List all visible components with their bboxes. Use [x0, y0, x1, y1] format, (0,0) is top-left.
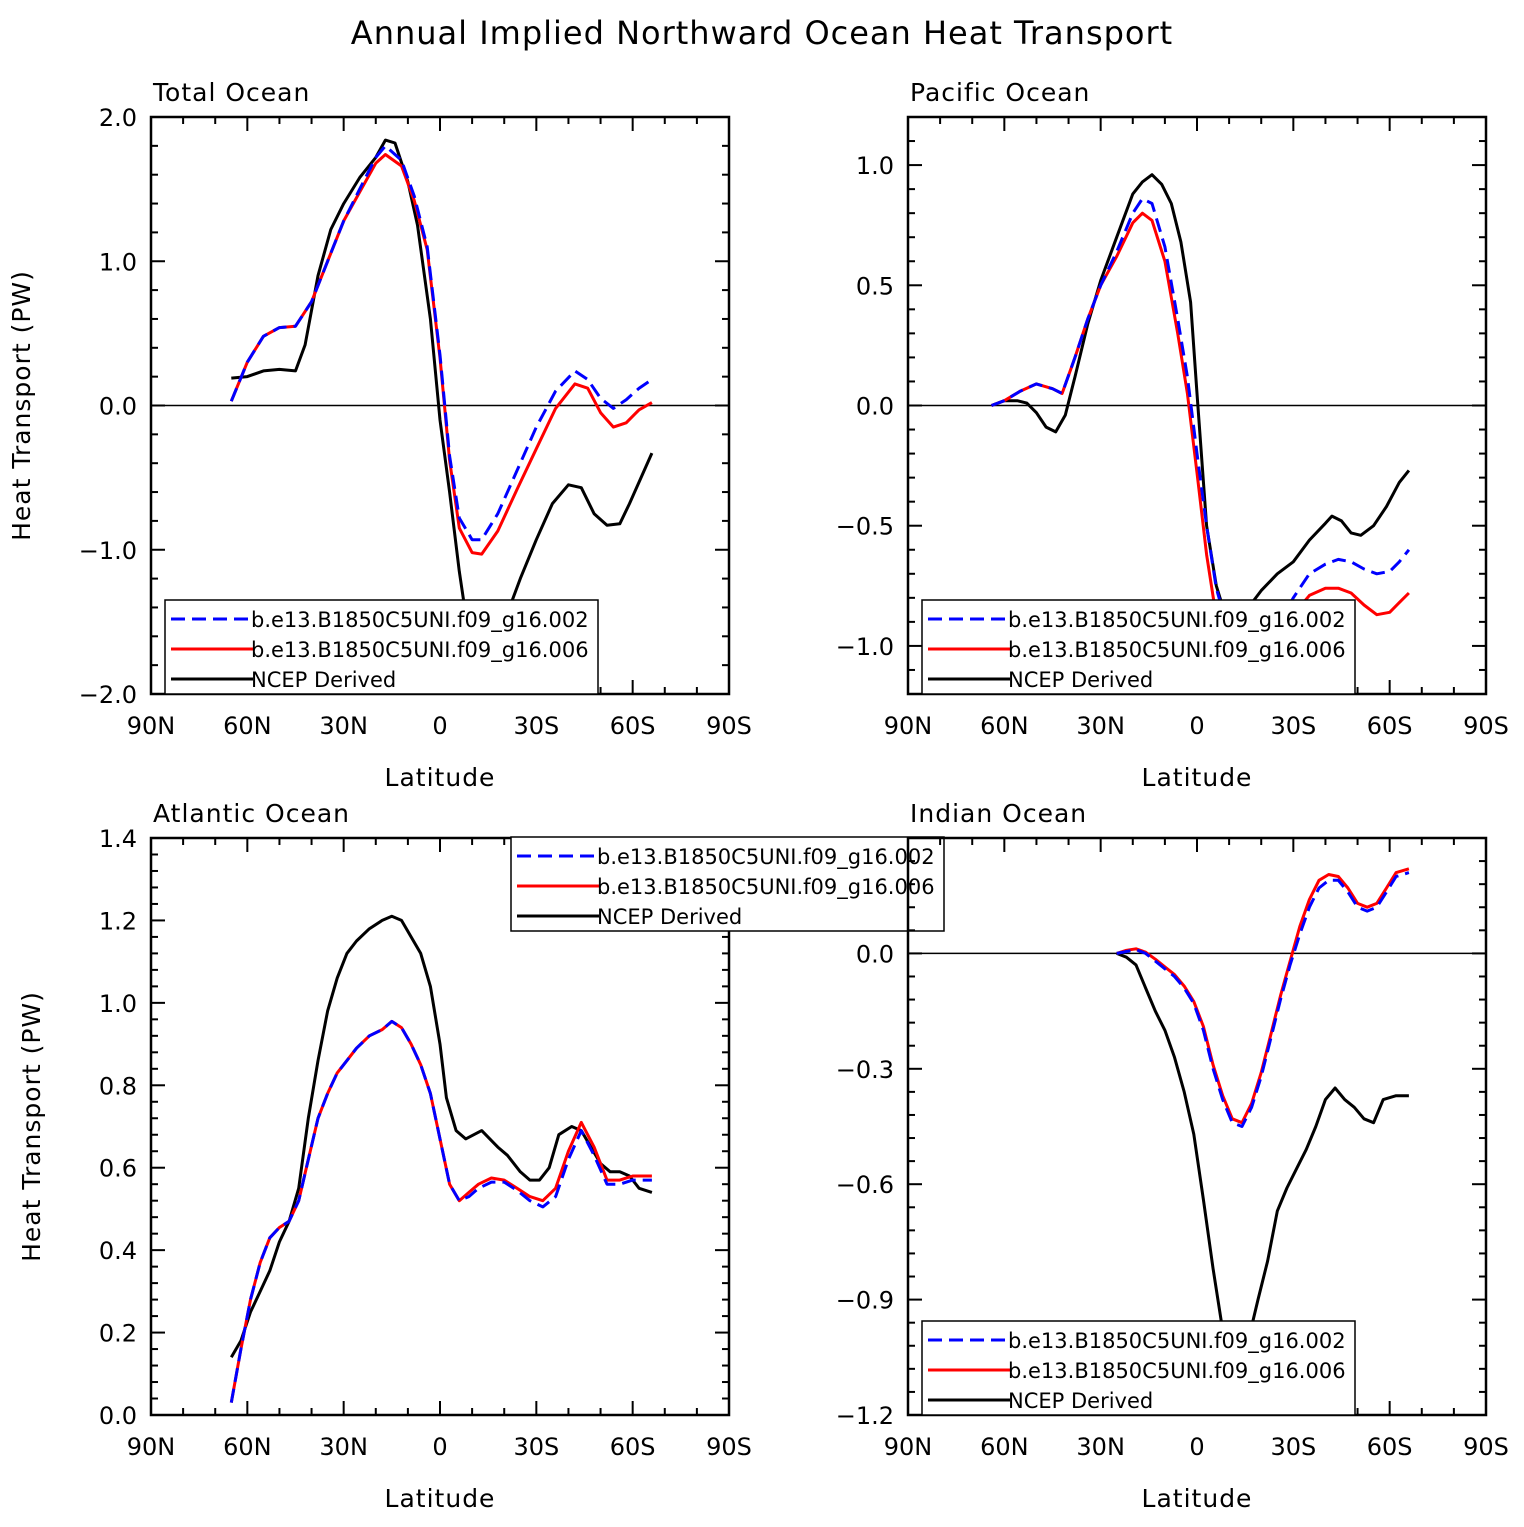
y-tick-label: 0.4	[99, 1237, 137, 1265]
x-axis-label: Latitude	[1142, 1484, 1253, 1513]
series-line-1	[1116, 867, 1410, 1125]
x-tick-label: 0	[1189, 712, 1204, 740]
panel-title: Indian Ocean	[910, 799, 1087, 828]
chart-panel-3: 90N 60N 30N 0 30S 60S 90S −1.2 −0.9 −0.6 −0.3 0.0 In…	[836, 799, 1509, 1513]
x-axis-label: Latitude	[385, 1484, 496, 1513]
series-line-0	[229, 144, 653, 542]
x-tick-label: 60N	[980, 712, 1029, 740]
y-tick-label: 1.0	[856, 152, 894, 180]
x-tick-label: 0	[432, 712, 447, 740]
y-tick-label: 0.6	[99, 1155, 137, 1183]
figure-title: Annual Implied Northward Ocean Heat Tran…	[351, 14, 1173, 52]
y-tick-label: 0.2	[99, 1320, 137, 1348]
x-tick-label: 90N	[127, 712, 176, 740]
x-tick-label: 60N	[223, 712, 272, 740]
series-line-1	[229, 153, 653, 556]
y-tick-label: 0.0	[856, 940, 894, 968]
chart-panel-2: 90N 60N 30N 0 30S 60S 90S 0.0 0.2 0.4 0.6 0.8 1.0 1.2…	[17, 799, 945, 1513]
series-line-2	[231, 138, 654, 653]
y-tick-label: −0.3	[836, 1056, 894, 1084]
x-axis-label: Latitude	[385, 763, 496, 792]
y-tick-label: −1.0	[836, 633, 894, 661]
y-axis-label: Heat Transport (PW)	[17, 991, 46, 1262]
y-tick-label: 1.0	[99, 990, 137, 1018]
x-tick-label: 90S	[1463, 1433, 1509, 1461]
legend-label-1: b.e13.B1850C5UNI.f09_g16.006	[1008, 638, 1346, 663]
x-tick-label: 30N	[319, 712, 368, 740]
x-tick-label: 30S	[1270, 1433, 1316, 1461]
x-tick-label: 60S	[1367, 712, 1413, 740]
y-tick-label: 0.0	[99, 393, 137, 421]
legend-label-0: b.e13.B1850C5UNI.f09_g16.002	[1008, 608, 1346, 633]
y-tick-label: 1.4	[99, 825, 137, 853]
x-tick-label: 60S	[610, 1433, 656, 1461]
y-tick-label: 1.2	[99, 907, 137, 935]
y-tick-label: 2.0	[99, 104, 137, 132]
x-tick-label: 30N	[1076, 1433, 1125, 1461]
legend: b.e13.B1850C5UNI.f09_g16.002 b.e13.B1850C…	[164, 599, 599, 695]
series-line-1	[229, 1019, 652, 1403]
x-tick-label: 30S	[513, 1433, 559, 1461]
series-line-0	[229, 1019, 652, 1403]
legend: b.e13.B1850C5UNI.f09_g16.002 b.e13.B1850C…	[921, 1320, 1356, 1416]
x-tick-label: 0	[1189, 1433, 1204, 1461]
legend: b.e13.B1850C5UNI.f09_g16.002 b.e13.B1850C…	[921, 599, 1356, 695]
x-tick-label: 60N	[980, 1433, 1029, 1461]
x-axis-label: Latitude	[1142, 763, 1253, 792]
y-tick-label: 0.8	[99, 1072, 137, 1100]
chart-panel-1: 90N 60N 30N 0 30S 60S 90S −1.0 −0.5 0.0 0.5 1.0 Paci…	[836, 78, 1509, 792]
panel-title: Pacific Ocean	[910, 78, 1090, 107]
x-tick-label: 90S	[706, 712, 752, 740]
x-tick-label: 90S	[706, 1433, 752, 1461]
x-tick-label: 90N	[884, 1433, 933, 1461]
y-axis-label: Heat Transport (PW)	[7, 270, 36, 541]
legend-label-0: b.e13.B1850C5UNI.f09_g16.002	[1008, 1329, 1346, 1354]
x-tick-label: 90N	[884, 712, 933, 740]
x-tick-label: 30S	[1270, 712, 1316, 740]
legend-label-2: NCEP Derived	[251, 668, 396, 692]
legend: b.e13.B1850C5UNI.f09_g16.002 b.e13.B1850C…	[510, 836, 945, 932]
x-tick-label: 60N	[223, 1433, 272, 1461]
x-tick-label: 30N	[1076, 712, 1125, 740]
series-line-2	[990, 173, 1411, 629]
y-tick-label: 0.0	[856, 393, 894, 421]
legend-label-2: NCEP Derived	[597, 905, 742, 929]
legend-label-2: NCEP Derived	[1008, 1389, 1153, 1413]
series-line-0	[990, 197, 1411, 662]
x-tick-label: 30S	[513, 712, 559, 740]
y-tick-label: 0.0	[99, 1402, 137, 1430]
panel-title: Atlantic Ocean	[153, 799, 350, 828]
legend-label-1: b.e13.B1850C5UNI.f09_g16.006	[251, 638, 589, 663]
x-tick-label: 60S	[1367, 1433, 1413, 1461]
x-tick-label: 0	[432, 1433, 447, 1461]
x-tick-label: 30N	[319, 1433, 368, 1461]
series-line-2	[1116, 952, 1409, 1359]
y-tick-label: −0.6	[836, 1171, 894, 1199]
y-tick-label: −0.5	[836, 513, 894, 541]
legend-label-0: b.e13.B1850C5UNI.f09_g16.002	[597, 845, 935, 870]
legend-label-1: b.e13.B1850C5UNI.f09_g16.006	[597, 875, 935, 900]
legend-label-2: NCEP Derived	[1008, 668, 1153, 692]
y-tick-label: 0.5	[856, 272, 894, 300]
x-tick-label: 90S	[1463, 712, 1509, 740]
x-tick-label: 60S	[610, 712, 656, 740]
y-tick-label: −1.0	[79, 537, 137, 565]
series-line-0	[1116, 871, 1410, 1128]
y-tick-label: 1.0	[99, 248, 137, 276]
legend-label-1: b.e13.B1850C5UNI.f09_g16.006	[1008, 1359, 1346, 1384]
chart-panel-0: 90N 60N 30N 0 30S 60S 90S −2.0 −1.0 0.0 1.0 2.0 Tota…	[7, 78, 752, 792]
y-tick-label: −0.9	[836, 1287, 894, 1315]
y-tick-label: −2.0	[79, 681, 137, 709]
y-tick-label: −1.2	[836, 1402, 894, 1430]
panel-title: Total Ocean	[152, 78, 310, 107]
x-tick-label: 90N	[127, 1433, 176, 1461]
legend-label-0: b.e13.B1850C5UNI.f09_g16.002	[251, 608, 589, 633]
